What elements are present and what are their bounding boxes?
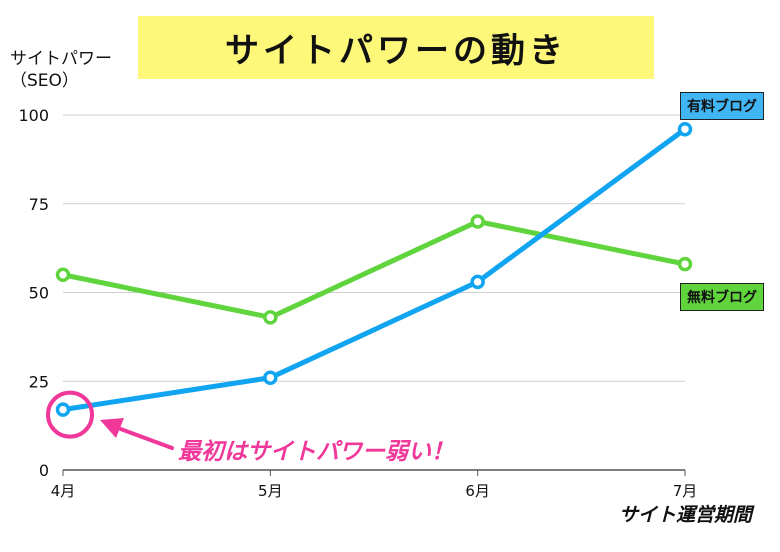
annotation-circle	[46, 390, 94, 439]
y-tick-labels: 0 25 50 75 100	[18, 106, 49, 480]
x-tick-0: 4月	[51, 482, 76, 500]
point-0-2	[470, 274, 485, 290]
point-0-3	[677, 121, 693, 137]
title-banner: サイトパワーの動き	[138, 16, 654, 79]
legend-paid-blog: 有料ブログ	[680, 92, 764, 120]
y-tick-0: 0	[39, 461, 49, 480]
y-tick-50: 50	[29, 284, 49, 303]
point-1-2	[470, 214, 485, 229]
y-axis-label-line-1: サイトパワー	[10, 49, 112, 69]
y-tick-25: 25	[29, 372, 49, 391]
x-tick-1: 5月	[258, 482, 283, 500]
point-0-0	[55, 402, 71, 417]
y-tick-75: 75	[29, 195, 49, 214]
annotation-layer	[46, 390, 174, 450]
x-tick-2: 6月	[465, 482, 490, 500]
point-0-1	[263, 370, 278, 385]
legend-free-blog: 無料ブログ	[680, 283, 764, 311]
series-line-1	[60, 219, 688, 320]
annotation-arrow-head	[100, 418, 124, 438]
y-axis-label-line-2: （SEO）	[10, 71, 79, 91]
point-1-3	[677, 256, 693, 272]
y-axis-label: サイトパワー （SEO）	[10, 48, 112, 92]
x-axis-label: サイト運営期間	[618, 504, 752, 526]
x-tick-labels: 4月 5月 6月 7月	[51, 470, 698, 500]
series-layer	[55, 121, 693, 417]
point-1-0	[55, 267, 71, 282]
annotation-arrow-shaft	[116, 426, 174, 450]
y-tick-100: 100	[18, 106, 49, 125]
series-line-0	[60, 126, 688, 413]
point-1-1	[263, 310, 278, 325]
x-tick-3: 7月	[673, 482, 698, 500]
chart-title: サイトパワーの動き	[225, 31, 567, 71]
annotation-text: 最初はサイトパワー弱い！	[178, 439, 454, 465]
